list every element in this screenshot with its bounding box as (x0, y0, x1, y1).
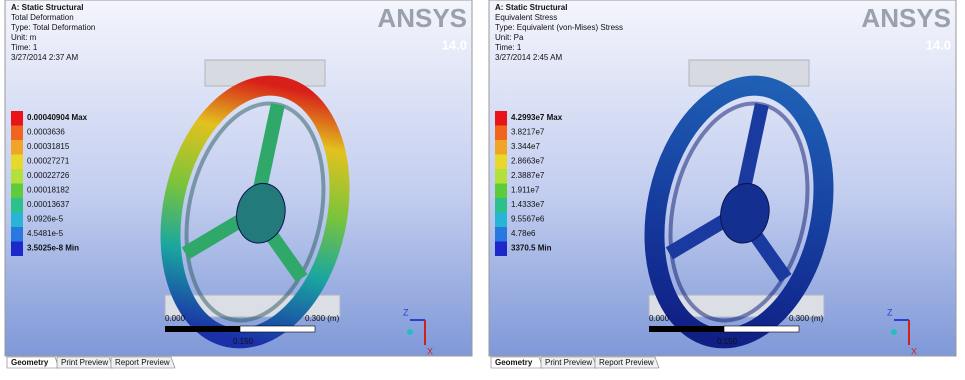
legend-swatch (11, 184, 23, 199)
legend-label: 0.00027271 (27, 157, 70, 166)
legend-label: 0.00018182 (27, 186, 70, 195)
tab-label[interactable]: Geometry (495, 358, 533, 367)
legend-swatch (495, 155, 507, 170)
tab-label[interactable]: Geometry (11, 358, 49, 367)
legend-label: 3.8217e7 (511, 128, 545, 137)
header-line: A: Static Structural (11, 3, 83, 12)
legend-label: 2.8663e7 (511, 157, 545, 166)
legend-label: 0.0003636 (27, 128, 65, 137)
ansys-logo: ANSYS (861, 3, 951, 33)
legend-label: 3370.5 Min (511, 244, 552, 253)
header-line: Type: Equivalent (von-Mises) Stress (495, 23, 623, 32)
axis-x-label: X (427, 346, 433, 356)
legend-label: 2.3887e7 (511, 171, 545, 180)
screenshot: A: Static StructuralTotal DeformationTyp… (0, 0, 965, 375)
axis-y (407, 329, 413, 335)
header-line: Type: Total Deformation (11, 23, 95, 32)
legend-swatch (11, 140, 23, 155)
tab-label[interactable]: Report Preview (115, 358, 170, 367)
header-line: 3/27/2014 2:37 AM (11, 53, 79, 62)
legend-swatch (11, 111, 23, 126)
legend-swatch (495, 198, 507, 213)
legend-label: 0.00031815 (27, 142, 70, 151)
scale-end: 0.300 (m) (305, 314, 340, 323)
scale-bar-black (649, 326, 724, 332)
scale-bar-white (724, 326, 799, 332)
legend-label: 4.78e6 (511, 229, 536, 238)
version: 14.0 (926, 37, 951, 52)
legend-label: 9.5567e6 (511, 215, 545, 224)
legend-label: 0.00022726 (27, 171, 70, 180)
version: 14.0 (442, 37, 467, 52)
axis-x-label: X (911, 346, 917, 356)
axis-z-label: Z (403, 307, 409, 317)
header-line: 3/27/2014 2:45 AM (495, 53, 563, 62)
header-line: Unit: m (11, 33, 37, 42)
legend-swatch (495, 111, 507, 126)
legend-label: 3.5025e-8 Min (27, 244, 79, 253)
legend-label: 3.344e7 (511, 142, 540, 151)
legend-swatch (11, 213, 23, 228)
legend-label: 4.2993e7 Max (511, 113, 563, 122)
tab-label[interactable]: Print Preview (545, 358, 592, 367)
legend-swatch (495, 169, 507, 184)
scale-mid: 0.150 (717, 337, 738, 346)
legend-label: 9.0926e-5 (27, 215, 64, 224)
axis-y (891, 329, 897, 335)
legend-swatch (495, 126, 507, 141)
header-line: Unit: Pa (495, 33, 524, 42)
legend-swatch (11, 126, 23, 141)
legend-label: 0.00013637 (27, 200, 70, 209)
header-line: Equivalent Stress (495, 13, 557, 22)
legend-swatch (11, 198, 23, 213)
header-line: A: Static Structural (495, 3, 567, 12)
scale-mid: 0.150 (233, 337, 254, 346)
scale-bar-black (165, 326, 240, 332)
legend-swatch (495, 242, 507, 257)
legend-label: 0.00040904 Max (27, 113, 88, 122)
legend-label: 1.4333e7 (511, 200, 545, 209)
legend-swatch (11, 227, 23, 242)
ansys-logo: ANSYS (377, 3, 467, 33)
header-line: Time: 1 (11, 43, 38, 52)
scale-start: 0.000 (165, 314, 186, 323)
legend-swatch (495, 227, 507, 242)
legend-swatch (11, 155, 23, 170)
legend-swatch (495, 184, 507, 199)
legend-swatch (11, 169, 23, 184)
header-line: Total Deformation (11, 13, 74, 22)
tab-label[interactable]: Print Preview (61, 358, 108, 367)
legend-label: 4.5481e-5 (27, 229, 64, 238)
scale-start: 0.000 (649, 314, 670, 323)
legend-label: 1.911e7 (511, 186, 540, 195)
tab-label[interactable]: Report Preview (599, 358, 654, 367)
legend-swatch (495, 213, 507, 228)
scale-end: 0.300 (m) (789, 314, 824, 323)
legend-swatch (495, 140, 507, 155)
axis-z-label: Z (887, 307, 893, 317)
header-line: Time: 1 (495, 43, 522, 52)
scale-bar-white (240, 326, 315, 332)
legend-swatch (11, 242, 23, 257)
